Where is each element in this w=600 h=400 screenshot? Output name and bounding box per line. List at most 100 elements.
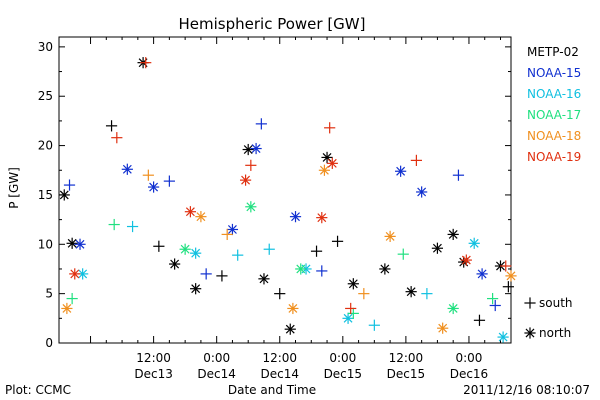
noaa-19-point: [111, 132, 123, 144]
noaa-19-point: [245, 159, 257, 171]
noaa-16-point: [126, 220, 139, 233]
x-tick-time-label: 12:00: [389, 351, 424, 365]
x-axis-label: Date and Time: [228, 383, 316, 397]
noaa-17-point: [397, 248, 409, 260]
noaa-17-point: [487, 292, 499, 305]
noaa-19-point: [500, 260, 512, 272]
metp-02-point: [274, 288, 286, 300]
noaa-18-point: [61, 302, 73, 315]
noaa-15-point: [200, 268, 212, 280]
noaa-17-point: [295, 263, 307, 275]
plot-frame: [58, 36, 512, 344]
noaa-18-point: [505, 270, 517, 282]
noaa-19-point: [326, 157, 338, 169]
x-tick-day-label: Dec16: [450, 367, 489, 381]
legend-label-north: north: [539, 326, 571, 340]
metp-02-point: [216, 270, 228, 282]
noaa-18-point: [384, 230, 396, 242]
x-tick-time-label: 0:00: [329, 351, 356, 365]
noaa-18-point: [318, 164, 331, 176]
noaa-18-point: [142, 169, 154, 181]
noaa-15-point: [255, 118, 267, 130]
metp-02-point: [405, 286, 417, 298]
metp-02-point: [310, 245, 323, 257]
y-tick-label: 20: [38, 139, 53, 153]
noaa-19-point: [140, 57, 152, 69]
legend-entry-noaa-18: NOAA-18: [527, 129, 581, 143]
noaa-15-point: [476, 268, 488, 280]
noaa-15-point: [121, 163, 133, 175]
y-tick-label: 15: [38, 188, 53, 202]
noaa-19-point: [316, 212, 328, 224]
metp-02-point: [105, 120, 118, 132]
noaa-17-point: [108, 218, 120, 231]
noaa-15-point: [489, 299, 501, 312]
y-tick-label: 10: [38, 237, 53, 251]
metp-02-point: [447, 228, 459, 241]
y-axis-label: P [GW]: [7, 167, 21, 209]
noaa-18-point: [437, 322, 449, 334]
chart-title: Hemispheric Power [GW]: [179, 15, 366, 33]
noaa-16-point: [232, 249, 244, 261]
legend-symbol-south: [524, 297, 536, 309]
legend-label-south: south: [539, 296, 573, 310]
noaa-17-point: [66, 292, 78, 305]
footer-source: Plot: CCMC: [5, 383, 71, 397]
metp-02-point: [258, 273, 270, 285]
noaa-15-point: [163, 175, 175, 187]
metp-02-point: [347, 278, 359, 290]
noaa-15-point: [148, 181, 160, 193]
noaa-19-point: [324, 122, 336, 134]
noaa-15-point: [226, 223, 239, 236]
noaa-19-point: [345, 302, 357, 315]
noaa-15-point: [416, 186, 428, 198]
data-points: [58, 57, 517, 343]
x-tick-time-label: 0:00: [203, 351, 230, 365]
x-tick-time-label: 12:00: [262, 351, 297, 365]
noaa-18-point: [221, 228, 233, 241]
metp-02-point: [379, 263, 391, 275]
x-axis: 12:00 Dec13 0:00 Dec14 12:00 Dec14 0:00 Dec15 12…: [90, 37, 501, 381]
y-tick-label: 5: [45, 287, 53, 301]
noaa-15-point: [452, 169, 465, 181]
x-tick-day-label: Dec14: [197, 367, 236, 381]
noaa-19-point: [69, 268, 81, 280]
noaa-17-point: [245, 201, 257, 213]
metp-02-point: [284, 323, 296, 335]
noaa-15-point: [289, 211, 302, 223]
legend: METP-02 NOAA-15 NOAA-16 NOAA-17 NOAA-18 NOAA-…: [527, 45, 581, 164]
noaa-16-point: [342, 312, 354, 324]
noaa-17-point: [179, 243, 191, 255]
metp-02-point: [473, 314, 486, 326]
noaa-16-point: [468, 237, 480, 249]
noaa-15-point: [250, 142, 262, 155]
noaa-15-point: [74, 238, 86, 250]
marker-legend: south north: [524, 296, 573, 340]
noaa-16-point: [368, 319, 380, 331]
y-tick-label: 30: [38, 40, 53, 54]
noaa-19-point: [460, 254, 472, 266]
x-tick-time-label: 12:00: [136, 351, 171, 365]
noaa-18-point: [195, 211, 207, 223]
noaa-19-point: [410, 154, 422, 166]
noaa-15-point: [63, 179, 76, 191]
y-axis: 0 5 10 15 20 25 30: [38, 40, 511, 350]
metp-02-point: [153, 240, 165, 252]
legend-entry-noaa-15: NOAA-15: [527, 66, 581, 80]
legend-symbol-north: [524, 327, 536, 339]
metp-02-point: [66, 237, 78, 249]
noaa-17-point: [447, 302, 459, 315]
y-tick-label: 0: [45, 336, 53, 350]
noaa-16-point: [263, 243, 275, 255]
legend-entry-noaa-19: NOAA-19: [527, 150, 581, 164]
metp-02-point: [331, 235, 344, 247]
metp-02-point: [190, 283, 202, 295]
noaa-18-point: [358, 288, 370, 300]
x-tick-time-label: 0:00: [455, 351, 482, 365]
x-tick-day-label: Dec15: [387, 367, 426, 381]
legend-entry-metp-02: METP-02: [527, 45, 579, 59]
noaa-16-point: [497, 331, 509, 343]
legend-entry-noaa-16: NOAA-16: [527, 87, 581, 101]
metp-02-point: [431, 242, 444, 254]
y-tick-label: 25: [38, 89, 53, 103]
